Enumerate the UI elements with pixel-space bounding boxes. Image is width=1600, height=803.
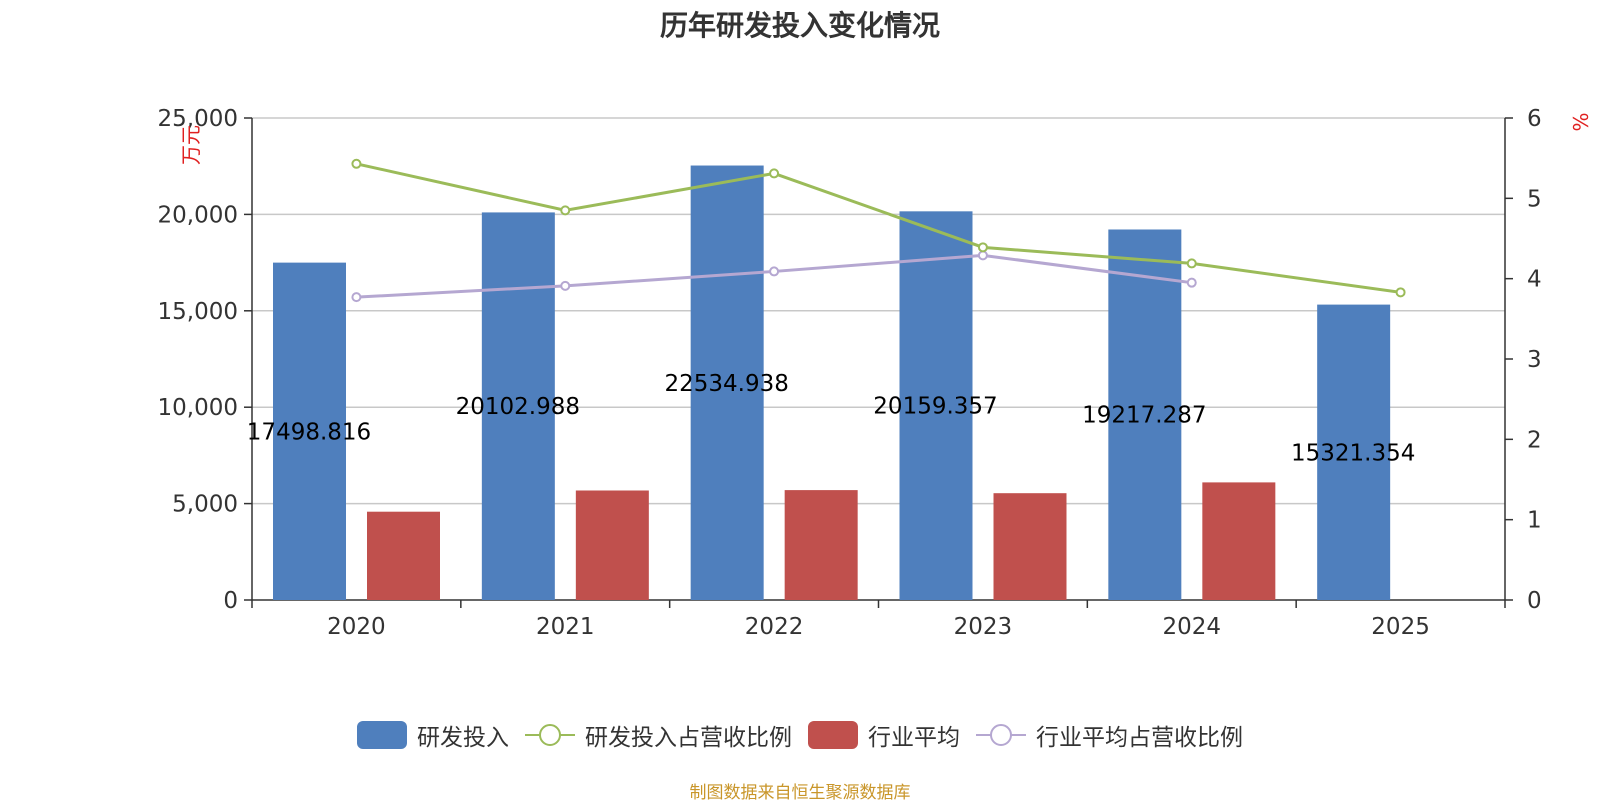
industry-ratio-point [769,266,780,277]
rd-ratio-point [1395,287,1406,298]
bar-rd-label: 17498.816 [247,419,371,445]
chart-title: 历年研发投入变化情况 [659,9,940,42]
x-tick-label: 2020 [327,614,386,640]
y-right-unit: % [1569,112,1593,131]
rd-ratio-point [560,205,571,216]
bar-rd-label: 19217.287 [1082,403,1206,429]
bar-rd [273,262,346,600]
bar-rd [1317,304,1391,600]
x-tick-label: 2022 [745,614,804,640]
y-right-tick-label: 3 [1527,347,1542,373]
x-tick-label: 2023 [954,614,1013,640]
x-tick-label: 2024 [1162,614,1221,640]
y-right-tick-label: 5 [1527,186,1542,212]
y-left-tick-label: 20,000 [158,202,238,228]
legend-item-rd[interactable]: 研发投入 [357,718,509,752]
legend-swatch-industry [808,721,858,749]
rd-ratio-line [356,162,1401,294]
bar-rd [481,212,555,600]
legend-swatch-rd [357,721,407,749]
y-right-tick-label: 6 [1527,106,1542,132]
bar-rd [690,165,764,600]
y-left-unit: 万元 [179,125,203,165]
bar-industry [784,490,858,600]
legend-label-rd-ratio: 研发投入占营收比例 [585,725,792,751]
bar-industry [993,493,1067,600]
x-tick-label: 2021 [536,614,595,640]
source-note: 制图数据来自恒生聚源数据库 [689,783,911,803]
y-right-tick-label: 2 [1527,427,1542,453]
bar-industry [367,511,440,600]
rd-ratio-point [769,168,780,179]
bar-rd-label: 20159.357 [873,394,997,420]
legend-item-industry-ratio[interactable]: 行业平均占营收比例 [976,718,1243,752]
rd-ratio-point [977,242,988,253]
industry-ratio-point [1186,277,1197,288]
bar-rd-label: 20102.988 [456,394,580,420]
industry-ratio-point [977,250,988,261]
y-left-tick-label: 15,000 [158,299,238,325]
legend-swatch-rd-ratio [525,724,575,746]
y-left-tick-label: 25,000 [158,106,238,132]
bar-rd-label: 22534.938 [664,371,788,397]
y-left-tick-label: 10,000 [158,395,238,421]
legend-item-industry[interactable]: 行业平均 [808,718,960,752]
y-right-tick-label: 1 [1527,508,1542,534]
legend-swatch-industry-ratio [976,724,1026,746]
y-left-tick-label: 0 [223,588,238,614]
bar-industry [1202,482,1276,600]
legend-label-rd: 研发投入 [417,725,509,751]
bar-rd [1108,229,1182,600]
bar-rd-label: 15321.354 [1291,440,1415,466]
legend-label-industry: 行业平均 [868,725,960,751]
y-left-tick-label: 5,000 [172,492,238,518]
rd-ratio-point [351,158,362,169]
y-right-tick-label: 4 [1527,267,1542,293]
y-right-tick-label: 0 [1527,588,1542,614]
rd-ratio-point [1186,258,1197,269]
industry-ratio-point [351,292,362,303]
x-tick-label: 2025 [1371,614,1430,640]
bar-rd [899,211,973,601]
industry-ratio-point [560,280,571,291]
legend-label-industry-ratio: 行业平均占营收比例 [1036,725,1243,751]
bar-industry [575,490,649,600]
legend: 研发投入 研发投入占营收比例 行业平均 行业平均占营收比例 [0,718,1600,752]
legend-item-rd-ratio[interactable]: 研发投入占营收比例 [525,718,792,752]
